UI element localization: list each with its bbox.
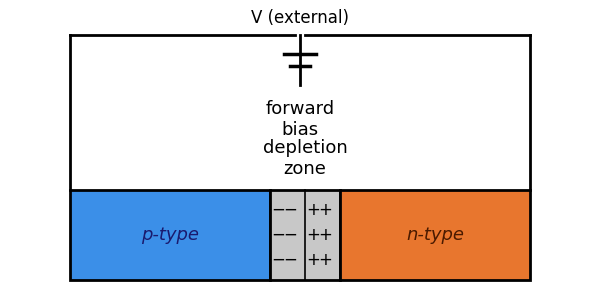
Text: +: + [306, 201, 320, 219]
Text: −: − [283, 226, 297, 244]
Text: +: + [318, 226, 332, 244]
Text: p-type: p-type [141, 226, 199, 244]
Text: −: − [271, 226, 285, 244]
Text: n-type: n-type [406, 226, 464, 244]
Text: −: − [271, 251, 285, 269]
Text: +: + [318, 201, 332, 219]
Text: +: + [318, 251, 332, 269]
Text: V (external): V (external) [251, 9, 349, 27]
Text: forward
bias: forward bias [265, 100, 335, 139]
Text: +: + [306, 226, 320, 244]
Text: −: − [283, 201, 297, 219]
Text: depletion
zone: depletion zone [263, 139, 347, 178]
Bar [270, 190, 340, 280]
Text: −: − [271, 201, 285, 219]
Text: −: − [283, 251, 297, 269]
Bar [340, 190, 530, 280]
Bar [70, 190, 270, 280]
Text: +: + [306, 251, 320, 269]
